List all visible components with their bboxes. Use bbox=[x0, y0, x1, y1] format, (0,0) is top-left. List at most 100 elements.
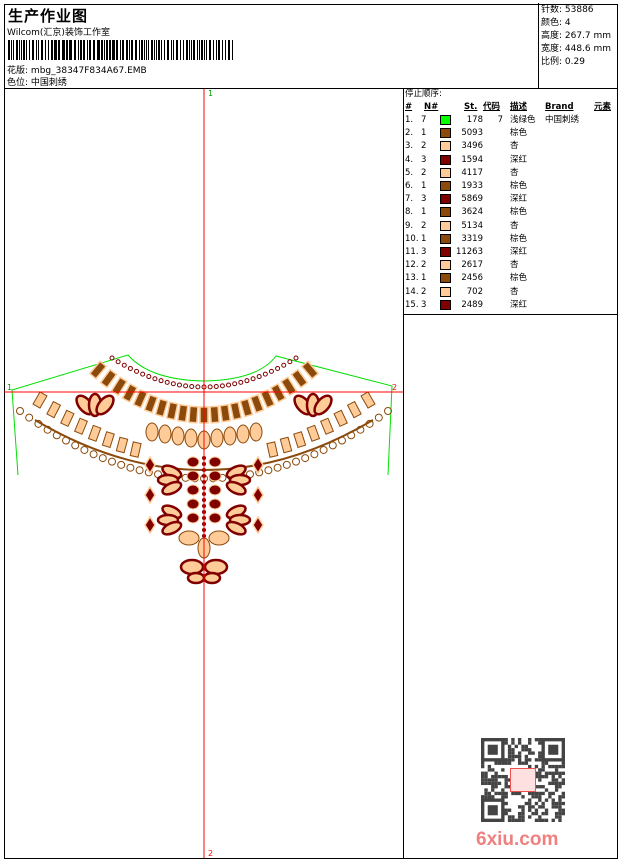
row-needle: 2 bbox=[421, 141, 427, 152]
table-row: 11. 3 11263 深红 bbox=[404, 246, 617, 259]
stitch-mark bbox=[239, 398, 254, 418]
stitch-count: 针数: 53886 bbox=[541, 5, 594, 15]
color-swatch bbox=[440, 167, 451, 178]
row-desc: 深红 bbox=[510, 247, 528, 257]
row-num: 11. bbox=[405, 247, 419, 257]
stitch-mark bbox=[98, 454, 107, 463]
design-height: 高度: 267.7 mm bbox=[541, 31, 612, 41]
stitch-mark bbox=[225, 520, 247, 536]
stitch-mark bbox=[252, 455, 264, 475]
stitch-mark bbox=[208, 484, 222, 496]
stitch-mark bbox=[186, 470, 200, 482]
stitch-mark bbox=[273, 463, 282, 472]
barcode bbox=[8, 40, 234, 60]
color-position: 色位: 中国刺绣 bbox=[7, 75, 67, 88]
stitch-mark bbox=[213, 383, 219, 389]
stitch-mark bbox=[300, 360, 320, 380]
row-num: 5. bbox=[405, 167, 414, 178]
table-row: 5. 2 4117 杏 bbox=[404, 167, 617, 180]
qr-code bbox=[481, 738, 565, 822]
stitch-mark bbox=[158, 424, 172, 444]
table-row: 14. 2 702 杏 bbox=[404, 286, 617, 299]
stitch-mark bbox=[25, 413, 34, 422]
stitch-mark bbox=[165, 401, 179, 421]
stitch-mark bbox=[88, 360, 108, 380]
stitch-mark bbox=[144, 515, 156, 535]
stitch-mark bbox=[171, 426, 185, 446]
row-needle: 1 bbox=[421, 273, 427, 284]
page-frame bbox=[4, 4, 618, 859]
stitch-mark bbox=[208, 512, 222, 524]
stitch-mark bbox=[179, 558, 205, 576]
stitch-mark bbox=[183, 383, 189, 389]
row-num: 2. bbox=[405, 128, 414, 139]
stitch-mark bbox=[115, 359, 121, 365]
design-width: 宽度: 448.6 mm bbox=[541, 44, 612, 54]
row-needle: 3 bbox=[421, 299, 427, 310]
row-stitches: 5869 bbox=[461, 194, 483, 205]
axis-label-top: 1 bbox=[208, 89, 213, 98]
col-element: 元素 bbox=[594, 102, 612, 112]
row-desc: 棕色 bbox=[510, 273, 528, 284]
design-label: 花版: bbox=[7, 66, 29, 76]
stitch-mark bbox=[115, 436, 129, 454]
table-header: # N# St. 代码 描述 Brand 元素 bbox=[404, 101, 617, 114]
row-desc: 深红 bbox=[510, 194, 528, 205]
stitch-mark bbox=[290, 368, 309, 389]
stitch-mark bbox=[238, 379, 244, 385]
stitch-mark bbox=[374, 413, 383, 422]
row-stitches: 2617 bbox=[461, 260, 483, 271]
col-n: N# bbox=[424, 102, 439, 112]
stitch-mark bbox=[129, 441, 142, 458]
stitch-mark bbox=[186, 512, 200, 524]
stitch-mark bbox=[252, 515, 264, 535]
stitch-mark bbox=[236, 424, 250, 444]
color-swatch bbox=[440, 299, 451, 310]
row-num: 12. bbox=[405, 260, 419, 271]
stitch-mark bbox=[208, 498, 222, 510]
row-stitches: 178 bbox=[466, 115, 483, 125]
stitch-mark bbox=[252, 485, 264, 505]
stitch-mark bbox=[223, 426, 237, 446]
stitch-mark bbox=[132, 388, 149, 409]
stitch-mark bbox=[170, 381, 176, 387]
stitch-mark bbox=[152, 376, 158, 382]
row-needle: 3 bbox=[421, 194, 427, 205]
row-brand: 中国刺绣 bbox=[545, 115, 580, 125]
stitch-mark bbox=[225, 480, 247, 496]
seal-stamp bbox=[510, 768, 536, 792]
stitch-mark bbox=[256, 374, 262, 380]
stitch-mark bbox=[219, 403, 232, 423]
stitch-mark bbox=[101, 431, 115, 449]
row-num: 13. bbox=[405, 273, 419, 284]
stitch-mark bbox=[208, 456, 222, 468]
stitch-mark bbox=[384, 407, 392, 415]
row-code: 7 bbox=[497, 115, 503, 125]
stitch-mark bbox=[95, 394, 115, 416]
color-swatch bbox=[440, 115, 451, 125]
watermark-logo: 6xiu.com bbox=[476, 829, 559, 850]
stitch-mark bbox=[126, 463, 135, 472]
stitch-mark bbox=[140, 371, 146, 377]
color-swatch bbox=[440, 260, 451, 271]
row-num: 10. bbox=[405, 233, 419, 244]
stitch-mark bbox=[250, 376, 256, 382]
row-desc: 棕色 bbox=[510, 181, 528, 191]
axis-label-right: 2 bbox=[392, 383, 397, 392]
stitch-mark bbox=[110, 376, 128, 397]
col-brand: Brand bbox=[545, 102, 574, 112]
page-title: 生产作业图 bbox=[8, 7, 89, 25]
row-needle: 2 bbox=[421, 167, 427, 178]
stitch-mark bbox=[219, 383, 225, 389]
stitch-mark bbox=[310, 450, 319, 459]
stitch-mark bbox=[292, 457, 300, 466]
stitch-mark bbox=[281, 362, 287, 368]
color-swatch bbox=[440, 220, 451, 231]
row-num: 1. bbox=[405, 115, 414, 125]
stitch-mark bbox=[178, 530, 200, 546]
stitch-mark bbox=[287, 359, 293, 365]
color-swatch bbox=[440, 286, 451, 297]
stitch-mark bbox=[186, 498, 200, 510]
stitch-mark bbox=[259, 388, 276, 409]
row-stitches: 11263 bbox=[455, 247, 483, 257]
